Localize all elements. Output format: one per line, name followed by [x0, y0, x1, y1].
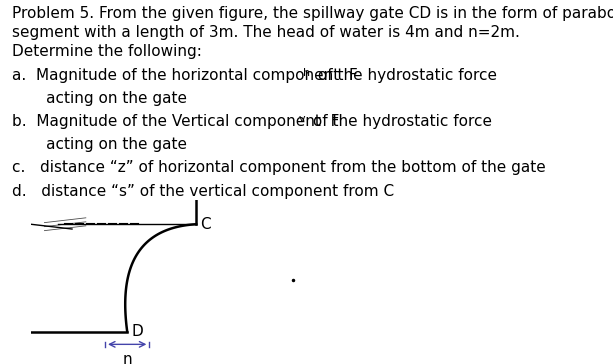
Text: C: C	[200, 217, 211, 232]
Text: b.  Magnitude of the Vertical component  F: b. Magnitude of the Vertical component F	[12, 114, 340, 129]
Text: segment with a length of 3m. The head of water is 4m and n=2m.: segment with a length of 3m. The head of…	[12, 25, 520, 40]
Text: D: D	[131, 324, 143, 339]
Text: n: n	[123, 352, 132, 364]
Text: h: h	[303, 68, 311, 78]
Text: acting on the gate: acting on the gate	[12, 137, 187, 152]
Text: Determine the following:: Determine the following:	[12, 44, 202, 59]
Text: acting on the gate: acting on the gate	[12, 91, 187, 106]
Text: d.   distance “s” of the vertical component from C: d. distance “s” of the vertical componen…	[12, 184, 394, 199]
Text: of the hydrostatic force: of the hydrostatic force	[313, 68, 497, 83]
Text: a.  Magnitude of the horizontal component  F: a. Magnitude of the horizontal component…	[12, 68, 358, 83]
Text: v: v	[299, 114, 306, 124]
Text: Problem 5. From the given figure, the spillway gate CD is in the form of parabol: Problem 5. From the given figure, the sp…	[12, 6, 613, 21]
Text: c.   distance “z” of horizontal component from the bottom of the gate: c. distance “z” of horizontal component …	[12, 161, 546, 175]
Text: of the hydrostatic force: of the hydrostatic force	[308, 114, 492, 129]
